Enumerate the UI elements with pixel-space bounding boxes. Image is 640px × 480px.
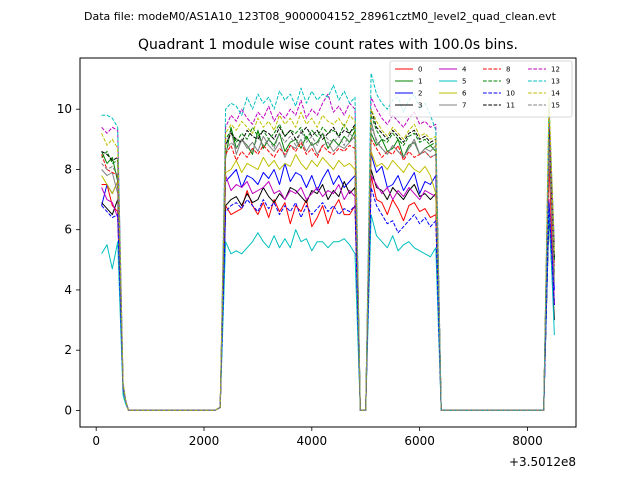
x-tick-label: 2000	[189, 434, 220, 448]
legend-label-11: 11	[506, 102, 515, 110]
legend-label-0: 0	[418, 66, 422, 74]
plot-background	[80, 58, 576, 427]
y-tick-label: 6	[64, 223, 72, 237]
x-offset-label: +3.5012e8	[509, 455, 576, 469]
legend-label-14: 14	[551, 90, 560, 98]
legend-label-12: 12	[551, 66, 560, 74]
chart-title: Quadrant 1 module wise count rates with …	[138, 37, 518, 53]
legend-label-2: 2	[418, 90, 422, 98]
figure-suptitle: Data file: modeM0/AS1A10_123T08_90000041…	[84, 10, 557, 23]
legend-label-5: 5	[462, 78, 466, 86]
legend-label-10: 10	[506, 90, 515, 98]
legend-label-13: 13	[551, 78, 560, 86]
x-tick-label: 4000	[297, 434, 328, 448]
legend-frame	[389, 60, 573, 118]
plot-area	[79, 57, 577, 428]
x-axis: 0 2000 4000 6000 8000	[92, 427, 543, 448]
y-tick-label: 8	[64, 162, 72, 176]
y-tick-label: 0	[64, 403, 72, 417]
x-tick-label: 0	[92, 434, 100, 448]
series-line-15	[101, 126, 555, 411]
y-tick-label: 2	[64, 343, 72, 357]
y-axis: 0 2 4 6 8 10	[57, 102, 80, 417]
legend-label-8: 8	[506, 66, 510, 74]
y-tick-label: 4	[64, 283, 72, 297]
legend-label-6: 6	[462, 90, 467, 98]
x-tick-label: 6000	[404, 434, 435, 448]
legend-label-15: 15	[551, 102, 560, 110]
legend-label-4: 4	[462, 66, 467, 74]
y-tick-label: 10	[57, 102, 72, 116]
legend-label-9: 9	[506, 78, 510, 86]
x-tick-label: 8000	[512, 434, 543, 448]
legend-label-1: 1	[418, 78, 422, 86]
plot-frame	[79, 57, 577, 428]
legend-label-3: 3	[418, 102, 422, 110]
series-line-9	[101, 114, 555, 411]
series-layer	[101, 72, 555, 411]
legend-label-7: 7	[462, 102, 466, 110]
